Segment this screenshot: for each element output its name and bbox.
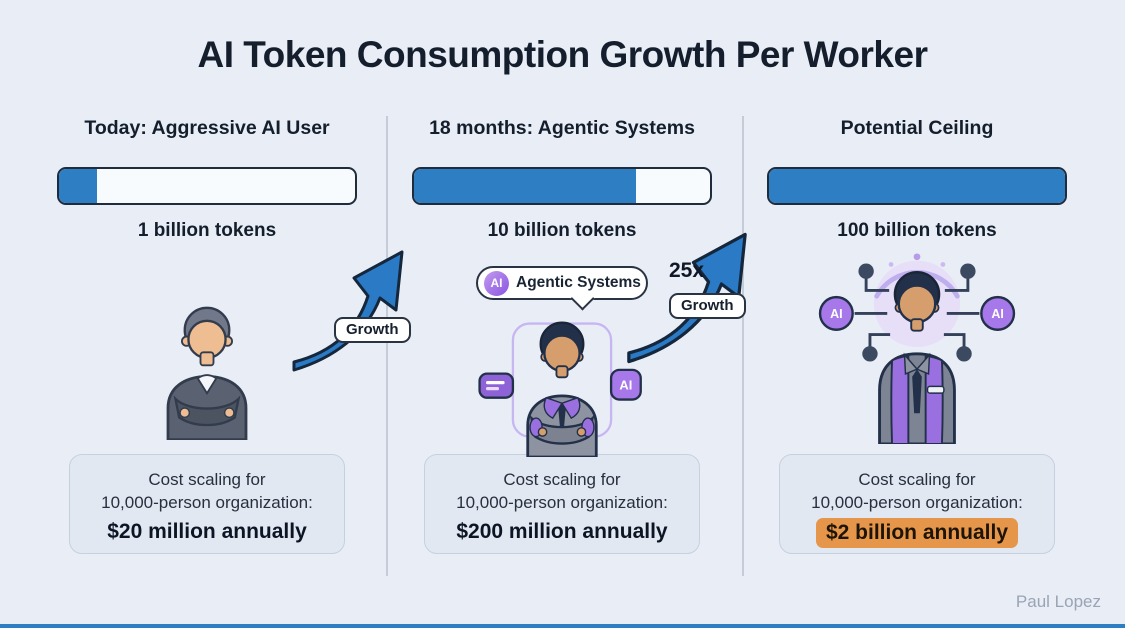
cost-line-1: Cost scaling for — [148, 470, 266, 489]
column-header: Today: Aggressive AI User — [84, 117, 330, 139]
cost-box: Cost scaling for 10,000-person organizat… — [424, 454, 700, 554]
column-potential-ceiling: Potential Ceiling 100 billion tokens — [750, 115, 1084, 554]
cost-box: Cost scaling for 10,000-person organizat… — [779, 454, 1055, 554]
growth-arrow-1 — [292, 250, 404, 372]
cost-box: Cost scaling for 10,000-person organizat… — [69, 454, 345, 554]
figure-area — [40, 242, 374, 454]
ai-node-right-label: AI — [991, 307, 1003, 321]
tokens-label: 10 billion tokens — [487, 220, 637, 241]
cost-value: $200 million annually — [456, 520, 668, 543]
business-person-icon — [166, 306, 248, 440]
tokens-label: 1 billion tokens — [137, 220, 277, 241]
cost-line-2: 10,000-person organization: — [811, 493, 1023, 512]
growth-label-1: Growth — [334, 317, 411, 343]
tie — [912, 369, 922, 414]
figure-area: AI AI — [750, 242, 1084, 454]
column-today: Today: Aggressive AI User 1 billion toke… — [40, 115, 374, 554]
column-divider-2 — [742, 116, 744, 576]
vest-right — [924, 354, 944, 444]
figure-area: AI Agentic Systems — [395, 242, 729, 457]
cost-line-2: 10,000-person organization: — [456, 493, 668, 512]
token-progress-bar — [57, 167, 357, 205]
agentic-worker-icon: AI — [478, 321, 642, 457]
ai-node-left-icon — [818, 295, 854, 331]
token-progress-fill — [414, 169, 636, 203]
cost-line-1: Cost scaling for — [858, 470, 976, 489]
author-watermark: Paul Lopez — [1015, 592, 1101, 611]
bottom-accent-bar — [0, 624, 1125, 628]
crossed-arms — [173, 395, 241, 427]
token-progress-fill — [769, 169, 1065, 203]
token-progress-fill — [59, 169, 98, 203]
ai-badge-icon: AI — [484, 270, 509, 296]
cost-line-2: 10,000-person organization: — [101, 493, 313, 512]
face — [897, 284, 937, 324]
ai-augmented-worker-icon: AI AI — [818, 253, 1016, 444]
ai-node-left-label: AI — [830, 307, 842, 321]
growth-label-2: Growth — [669, 293, 746, 319]
agentic-systems-callout: AI Agentic Systems — [476, 266, 648, 311]
column-divider-1 — [386, 116, 388, 576]
cost-line-1: Cost scaling for — [503, 470, 621, 489]
growth-multiplier: 25x — [669, 259, 705, 282]
ai-chip-icon — [609, 368, 642, 401]
ai-node-right-icon — [980, 295, 1016, 331]
column-header: 18 months: Agentic Systems — [429, 117, 695, 139]
callout-label: Agentic Systems — [516, 274, 641, 291]
circuit-right — [943, 276, 980, 348]
token-progress-bar — [412, 167, 712, 205]
vest-left — [890, 354, 910, 444]
circuit-left — [854, 276, 891, 348]
column-header: Potential Ceiling — [840, 117, 994, 139]
pocket — [926, 385, 945, 394]
chat-icon — [478, 372, 515, 399]
ai-chip-label: AI — [619, 377, 632, 392]
tokens-label: 100 billion tokens — [837, 220, 997, 241]
token-progress-bar — [767, 167, 1067, 205]
cost-value: $2 billion annually — [815, 518, 1019, 548]
page-title: AI Token Consumption Growth Per Worker — [197, 34, 928, 75]
cost-value: $20 million annually — [107, 520, 307, 543]
column-18-months: 18 months: Agentic Systems 10 billion to… — [395, 115, 729, 554]
